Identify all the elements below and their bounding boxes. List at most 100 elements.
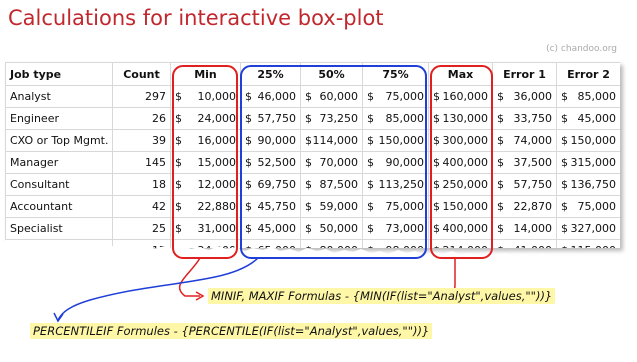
cell: $315,000 [556,151,620,174]
cell: $327,000 [556,217,620,240]
cell: $52,500 [240,151,301,174]
cell: $90,000 [362,151,429,174]
value: 39 [152,134,166,147]
value: 214,000 [443,244,489,248]
currency: $ [497,156,504,169]
cell: $75,000 [362,85,429,108]
currency: $ [245,244,252,248]
cell: CXO or Top Mgmt. [5,129,113,152]
currency: $ [433,90,440,103]
value: 15,000 [197,156,237,169]
value: 315,000 [570,156,617,169]
currency: $ [175,134,182,147]
currency: $ [433,178,440,191]
title: Calculations for interactive box-plot [8,6,384,30]
value: 113,250 [378,178,425,191]
row: Analyst 297 $10,000 $46,000 $60,000 $75,000 $1… [5,85,620,108]
currency: $ [497,134,504,147]
cell: $87,500 [300,173,363,196]
arrow-head [53,312,64,323]
currency: $ [245,222,252,235]
value: 26 [152,112,166,125]
currency: $ [305,244,312,248]
cell: $60,000 [300,85,363,108]
value: 136,750 [570,178,617,191]
cell: $15,000 [170,151,241,174]
value: 31,000 [197,222,237,235]
value: 250,000 [442,178,489,191]
cell: $250,000 [428,173,493,196]
value: 90,000 [385,156,425,169]
cell: $45,000 [556,107,620,130]
currency: $ [175,90,182,103]
value: 70,000 [319,156,359,169]
currency: $ [433,222,440,235]
value: 59,000 [319,200,359,213]
header-cell: Error 1 [492,62,557,86]
currency: $ [245,156,252,169]
value: 69,750 [257,178,297,191]
cell: $113,250 [362,173,429,196]
value: 24,000 [197,112,237,125]
header-cell: Count [112,62,171,86]
currency: $ [561,178,568,191]
max-box [430,65,493,259]
value: 400,000 [442,222,489,235]
currency: $ [433,112,440,125]
value: 85,000 [577,90,617,103]
currency: $ [367,156,374,169]
currency: $ [367,112,374,125]
cell: $115,000 [556,239,620,248]
value: 45,000 [577,112,617,125]
currency: $ [245,112,252,125]
value: 60,000 [319,90,359,103]
table-wrap: Job type Count Min 25% 50% 75% Max Error 1 Error… [5,62,620,248]
value: 42 [152,200,166,213]
value: 400,000 [442,156,489,169]
currency: $ [305,222,312,235]
cell: Engineer [5,107,113,130]
value: 45,000 [257,222,297,235]
cell: $31,000 [170,217,241,240]
value: 57,750 [257,112,297,125]
cell: 26 [112,107,171,130]
value: 145 [145,156,166,169]
currency: $ [305,178,312,191]
currency: $ [497,200,504,213]
value: 85,000 [385,112,425,125]
value: 300,000 [442,134,489,147]
currency: $ [561,156,568,169]
value: 87,500 [319,178,359,191]
min-box [172,65,238,259]
row: Controller17$24,000$65,000$80,000$98,000… [5,239,620,248]
value: 327,000 [570,222,617,235]
currency: $ [433,156,440,169]
cell: $46,000 [240,85,301,108]
value: 50,000 [319,222,359,235]
value: 65,000 [258,244,297,248]
currency: $ [433,244,440,248]
cell: $59,000 [300,195,363,218]
currency: $ [175,222,182,235]
row: Specialist 25 $31,000 $45,000 $50,000 $73,000… [5,217,620,240]
value: 52,500 [257,156,297,169]
currency: $ [305,134,312,147]
arrow-min [178,257,201,297]
currency: $ [367,90,374,103]
value: 130,000 [442,112,489,125]
value: 160,000 [442,90,489,103]
value: 22,880 [197,200,237,213]
value: 75,000 [385,200,425,213]
value: 16,000 [197,134,237,147]
currency: $ [367,178,374,191]
value: 150,000 [442,200,489,213]
arrow-head [195,291,205,301]
currency: $ [367,200,374,213]
value: 18 [152,178,166,191]
value: 75,000 [385,90,425,103]
currency: $ [497,90,504,103]
currency: $ [305,90,312,103]
value: 17 [152,244,166,248]
currency: $ [497,112,504,125]
